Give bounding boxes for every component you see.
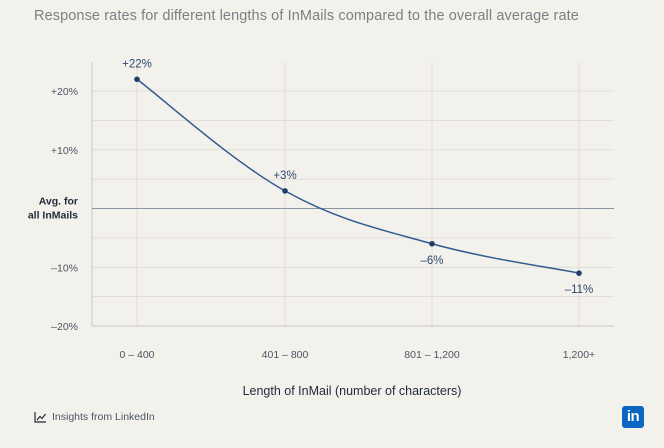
y-tick-label: +20% bbox=[51, 86, 78, 98]
baseline-label-line2: all InMails bbox=[28, 210, 78, 222]
x-axis-label: Length of InMail (number of characters) bbox=[243, 384, 462, 398]
x-tick-label: 1,200+ bbox=[563, 349, 595, 361]
y-tick-label: –20% bbox=[51, 321, 78, 333]
chart-title: Response rates for different lengths of … bbox=[34, 8, 579, 24]
data-label: –11% bbox=[565, 284, 594, 296]
x-tick-label: 401 – 800 bbox=[262, 349, 309, 361]
data-point bbox=[429, 240, 435, 247]
data-label: +3% bbox=[273, 170, 296, 182]
x-tick-label: 0 – 400 bbox=[119, 349, 154, 361]
data-point bbox=[282, 188, 288, 194]
series-line bbox=[136, 78, 580, 274]
linkedin-logo: in bbox=[622, 406, 644, 428]
data-point bbox=[576, 270, 582, 276]
trend-chart-icon bbox=[34, 411, 47, 423]
footer-source: Insights from LinkedIn bbox=[34, 411, 155, 423]
y-tick-label: –10% bbox=[51, 262, 78, 274]
y-tick-label: +10% bbox=[51, 145, 78, 157]
x-tick-label: 801 – 1,200 bbox=[404, 349, 460, 361]
baseline-label-line1: Avg. for bbox=[39, 196, 78, 208]
source-label: Insights from LinkedIn bbox=[52, 411, 155, 423]
data-point bbox=[134, 76, 140, 83]
data-label: –6% bbox=[420, 255, 443, 267]
data-label: +22% bbox=[122, 58, 152, 70]
